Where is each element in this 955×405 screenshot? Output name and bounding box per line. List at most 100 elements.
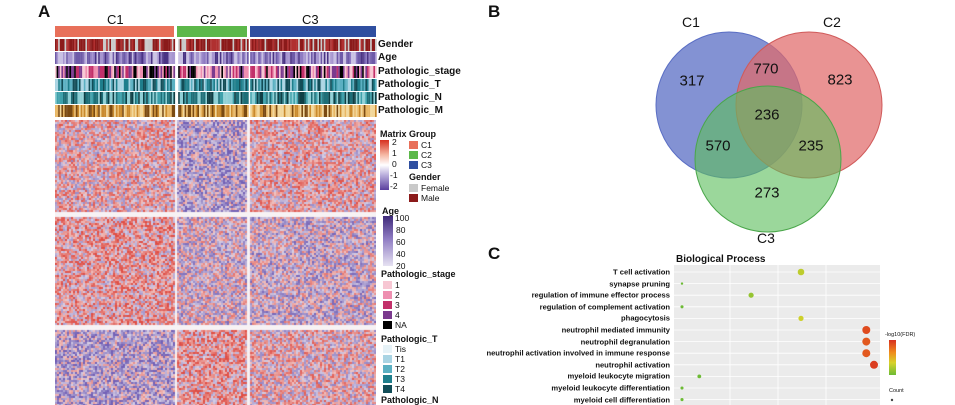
track-cell	[87, 66, 89, 78]
track-cell	[184, 105, 187, 117]
track-cell	[117, 52, 120, 64]
track-cell	[74, 39, 76, 51]
track-cell	[178, 66, 180, 78]
track-cell	[274, 39, 276, 51]
track-cell	[320, 39, 323, 51]
track-cell	[344, 105, 347, 117]
track-cell	[232, 92, 235, 104]
track-cell	[301, 105, 304, 117]
track-cell	[221, 66, 224, 78]
track-cell	[301, 66, 304, 78]
track-cell	[213, 66, 216, 78]
track-cell	[202, 39, 204, 51]
track-cell	[322, 92, 324, 104]
track-cell	[213, 52, 216, 64]
track-cell	[283, 105, 286, 117]
track-cell	[291, 79, 294, 91]
panel-a-label: A	[38, 2, 51, 21]
track-cell	[261, 66, 264, 78]
track-cell	[330, 79, 332, 91]
track-cell	[203, 52, 206, 64]
track-cell	[346, 52, 348, 64]
go-dot	[798, 315, 804, 321]
track-cell	[82, 105, 84, 117]
track-cell	[360, 52, 363, 64]
go-dot	[862, 326, 871, 334]
track-cell	[93, 92, 96, 104]
track-cell	[179, 79, 182, 91]
track-cell	[95, 92, 97, 104]
track-cell	[171, 92, 174, 104]
track-cell	[187, 66, 190, 78]
track-cell	[242, 79, 244, 91]
track-cell	[274, 66, 276, 78]
track-cell	[111, 39, 113, 51]
track-cell	[181, 66, 184, 78]
track-cell	[63, 39, 65, 51]
track-cell	[72, 92, 75, 104]
track-cell	[261, 79, 264, 91]
track-cell	[277, 79, 280, 91]
track-cell	[336, 92, 339, 104]
track-cell	[239, 66, 241, 78]
track-cell	[95, 66, 97, 78]
track-cell	[141, 39, 144, 51]
track-cell	[83, 52, 86, 64]
track-cell	[301, 92, 304, 104]
track-cell	[119, 79, 121, 91]
go-term-label: neutrophil activation	[595, 360, 670, 370]
track-cell	[275, 92, 278, 104]
track-cell	[71, 39, 73, 51]
track-cell	[165, 52, 168, 64]
track-cell	[146, 39, 148, 51]
legend-pt-item: T3	[383, 374, 405, 384]
track-cell	[123, 66, 126, 78]
track-cell	[267, 52, 270, 64]
track-cell	[357, 39, 360, 51]
track-cell	[325, 66, 328, 78]
track-cell	[271, 52, 273, 64]
track-cell	[367, 92, 369, 104]
track-cell	[346, 105, 348, 117]
track-cell	[295, 66, 297, 78]
track-cell	[103, 105, 105, 117]
track-cell	[202, 105, 204, 117]
track-cell	[187, 39, 190, 51]
track-cell	[64, 105, 67, 117]
track-cell	[138, 52, 140, 64]
track-cell	[221, 52, 224, 64]
track-cell	[355, 79, 358, 91]
track-cell	[120, 52, 123, 64]
track-cell	[167, 52, 169, 64]
track-cell	[282, 105, 284, 117]
track-cell	[336, 66, 339, 78]
track-cell	[125, 39, 128, 51]
track-cell	[58, 66, 60, 78]
track-cell	[301, 79, 304, 91]
track-cell	[211, 92, 214, 104]
track-cell	[165, 79, 168, 91]
track-cell	[250, 52, 252, 64]
track-cell	[75, 39, 78, 51]
track-cell	[349, 105, 352, 117]
track-cell	[255, 39, 257, 51]
legend-swatch	[383, 345, 392, 353]
track-cell	[99, 105, 102, 117]
track-cell	[264, 79, 267, 91]
track-cell	[242, 105, 244, 117]
track-cell	[195, 66, 198, 78]
track-cell	[115, 39, 118, 51]
track-cell	[141, 66, 144, 78]
track-cell	[104, 79, 107, 91]
track-cell	[146, 92, 148, 104]
legend-group-item: C3	[409, 160, 432, 170]
track-cell	[58, 79, 60, 91]
track-cell	[159, 39, 161, 51]
track-cell	[363, 92, 366, 104]
track-cell	[87, 39, 89, 51]
track-cell	[261, 52, 264, 64]
track-cell	[56, 105, 59, 117]
track-cell	[154, 39, 156, 51]
track-cell	[200, 66, 203, 78]
venn-count-c2-c3: 235	[798, 137, 824, 155]
